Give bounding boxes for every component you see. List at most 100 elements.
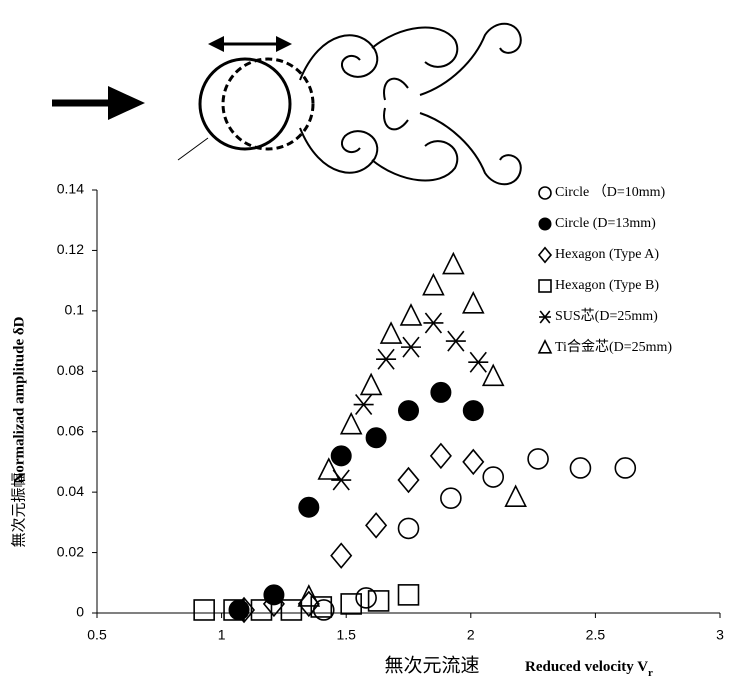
cylinder — [198, 57, 292, 151]
oscillation-arrow-head — [276, 36, 292, 52]
marker-shape — [330, 542, 353, 569]
marker-shape — [462, 448, 485, 476]
marker — [339, 411, 363, 435]
marker — [353, 394, 374, 416]
marker — [537, 339, 553, 354]
y-axis-label-jp: 無次元振幅 — [10, 472, 27, 547]
marker-shape — [422, 272, 445, 296]
legend-label: Circle （D=10mm) — [555, 184, 665, 200]
marker — [365, 512, 388, 539]
marker-shape — [298, 496, 320, 518]
y-tick-label: 0.04 — [57, 483, 84, 499]
marker — [504, 484, 527, 507]
marker-shape — [397, 517, 420, 540]
marker — [422, 272, 445, 296]
y-tick-label: 0 — [76, 604, 84, 620]
marker-shape — [330, 445, 352, 467]
y-tick-label: 0.1 — [65, 302, 85, 318]
marker-shape — [365, 512, 388, 539]
x-tick-label: 0.5 — [87, 627, 107, 643]
marker — [423, 312, 444, 334]
marker — [193, 599, 215, 621]
marker-shape — [462, 400, 484, 422]
marker — [376, 348, 397, 370]
marker-shape — [193, 599, 215, 621]
y-tick-label: 0.06 — [57, 422, 84, 438]
marker-shape — [430, 381, 452, 403]
marker — [365, 427, 387, 449]
marker-shape — [365, 427, 387, 449]
marker — [397, 584, 420, 606]
marker — [462, 400, 484, 422]
legend-label: Ti合金芯(D=25mm) — [555, 339, 672, 355]
vortices — [299, 22, 522, 186]
pointer-line — [177, 137, 209, 161]
legend-label: Hexagon (Type B) — [555, 278, 659, 293]
marker-shape — [379, 321, 403, 344]
x-axis-label-main: Reduced velocity V — [525, 659, 648, 675]
marker — [331, 469, 352, 491]
marker — [297, 584, 321, 607]
marker — [398, 400, 419, 422]
x-axis-label: Reduced velocity Vr — [525, 659, 653, 678]
marker — [614, 457, 637, 479]
x-tick-label: 1 — [218, 627, 226, 643]
y-tick-label: 0.08 — [57, 362, 84, 378]
marker-shape — [280, 599, 303, 621]
marker-shape — [538, 186, 552, 200]
marker-shape — [482, 466, 505, 488]
marker-shape — [359, 372, 383, 396]
marker-shape — [440, 487, 462, 509]
marker — [462, 448, 485, 476]
wake-diagram — [52, 22, 522, 186]
x-axis-label-jp: 無次元流速 — [384, 654, 479, 676]
marker — [538, 186, 552, 200]
oscillation-arrow-head — [208, 36, 224, 52]
marker-shape — [250, 599, 273, 621]
marker-shape — [537, 246, 553, 264]
marker — [223, 599, 245, 621]
marker — [538, 217, 552, 231]
marker — [482, 466, 505, 488]
marker — [397, 517, 420, 540]
marker — [445, 330, 466, 352]
marker-shape — [538, 279, 552, 293]
y-tick-label: 0.12 — [57, 241, 84, 257]
cylinder-displaced — [221, 57, 315, 151]
marker-shape — [397, 466, 420, 494]
marker — [359, 372, 383, 396]
marker — [569, 457, 592, 479]
y-tick-label: 0.02 — [57, 543, 84, 559]
x-tick-label: 2 — [467, 627, 475, 643]
marker — [539, 310, 551, 324]
marker-shape — [339, 411, 363, 435]
marker-shape — [397, 584, 420, 606]
flow-arrow-head — [108, 86, 145, 120]
marker — [468, 351, 489, 373]
marker-shape — [481, 363, 505, 387]
marker — [400, 336, 421, 358]
marker — [430, 381, 452, 403]
x-tick-label: 1.5 — [336, 627, 356, 643]
marker — [340, 593, 362, 615]
x-tick-label: 3 — [716, 627, 724, 643]
marker-shape — [399, 303, 423, 326]
marker-shape — [340, 593, 362, 615]
y-tick-label: 0.14 — [57, 181, 84, 197]
legend-label: SUS芯(D=25mm) — [555, 308, 658, 324]
marker-shape — [223, 599, 245, 621]
marker-shape — [429, 442, 452, 470]
marker — [537, 246, 553, 264]
legend-label: Circle (D=13mm) — [555, 216, 656, 231]
marker-shape — [614, 457, 637, 479]
marker-shape — [442, 251, 465, 275]
marker — [280, 599, 303, 621]
marker-shape — [537, 339, 553, 354]
marker-shape — [504, 484, 527, 507]
marker-shape — [398, 400, 419, 422]
marker — [298, 496, 320, 518]
marker — [367, 590, 390, 612]
marker — [399, 303, 423, 326]
marker — [330, 542, 353, 569]
